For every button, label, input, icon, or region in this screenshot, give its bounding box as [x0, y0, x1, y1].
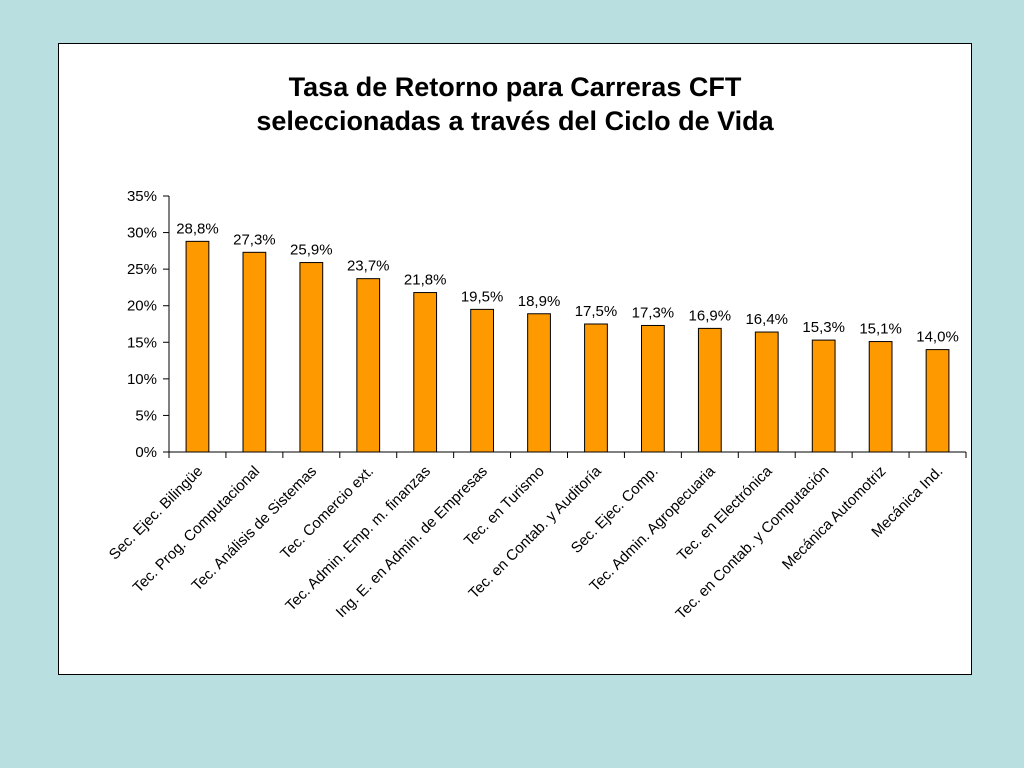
data-label: 14,0%: [916, 329, 959, 346]
chart-title-line-1: Tasa de Retorno para Carreras CFT: [288, 72, 742, 102]
y-tick-label: 10%: [127, 371, 157, 388]
data-label: 28,8%: [176, 220, 219, 237]
bar: [584, 323, 608, 453]
chart-frame: Tasa de Retorno para Carreras CFT selecc…: [58, 43, 972, 675]
category-label: Sec. Ejec. Bilingüe: [106, 463, 206, 563]
bar: [242, 251, 267, 453]
data-label: 15,3%: [802, 319, 845, 336]
bar: [299, 262, 324, 453]
y-tick-label: 20%: [127, 298, 157, 315]
data-label: 15,1%: [859, 321, 902, 338]
data-label: 27,3%: [233, 231, 276, 248]
bar-chart: 0% 5% 10% 15% 20% 25% 30% 35% 28,8% Sec. Ejec. Bi…: [106, 188, 967, 623]
chart-title: Tasa de Retorno para Carreras CFT selecc…: [59, 70, 971, 138]
bar: [697, 327, 722, 453]
bar: [868, 341, 893, 453]
bar: [754, 331, 779, 453]
data-label: 16,4%: [745, 311, 788, 328]
bar: [811, 339, 836, 453]
data-label: 17,5%: [575, 303, 618, 320]
y-tick-label: 25%: [127, 261, 157, 278]
bar: [356, 278, 381, 453]
data-label: 21,8%: [404, 272, 447, 289]
y-tick-label: 0%: [135, 444, 157, 461]
category-label: Mecánica Automotriz: [779, 463, 889, 573]
bar: [413, 292, 438, 453]
bar: [470, 308, 494, 453]
y-tick-label: 35%: [127, 188, 157, 205]
bar: [641, 324, 665, 453]
data-label: 19,5%: [461, 288, 504, 305]
category-label: Tec. en Electrónica: [674, 462, 776, 564]
bar: [527, 313, 551, 453]
y-tick-label: 30%: [127, 225, 157, 242]
data-label: 16,9%: [689, 307, 732, 324]
data-label: 18,9%: [518, 293, 561, 310]
y-tick-label: 5%: [135, 407, 157, 424]
bar: [185, 240, 210, 453]
data-label: 17,3%: [632, 304, 675, 321]
data-label: 25,9%: [290, 242, 333, 259]
bar: [925, 349, 950, 453]
y-tick-label: 15%: [127, 334, 157, 351]
data-label: 23,7%: [347, 258, 390, 275]
chart-title-line-2: seleccionadas a través del Ciclo de Vida: [256, 106, 774, 136]
